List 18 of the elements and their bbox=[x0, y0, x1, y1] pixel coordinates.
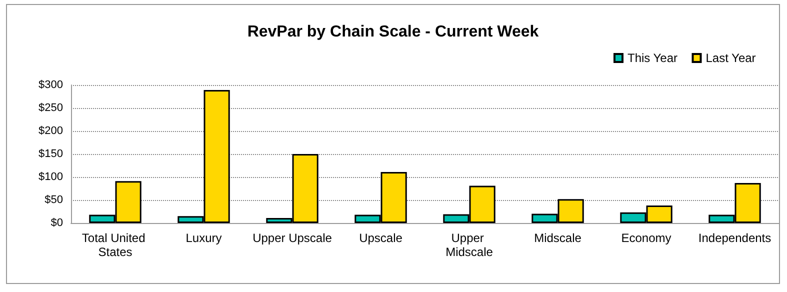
x-tick-label: Independents bbox=[698, 231, 772, 245]
y-tick-label: $300 bbox=[38, 79, 63, 91]
y-tick-label: $50 bbox=[44, 194, 63, 206]
x-tick-label: Midscale bbox=[534, 231, 582, 245]
x-tick-label: Luxury bbox=[186, 231, 222, 245]
y-tick-label: $0 bbox=[50, 217, 63, 229]
x-tick-label: Economy bbox=[621, 231, 672, 245]
y-tick-label: $200 bbox=[38, 125, 63, 137]
legend-label: Last Year bbox=[706, 51, 756, 65]
x-tick-label: Upscale bbox=[359, 231, 403, 245]
y-tick-label: $250 bbox=[38, 102, 63, 114]
y-tick-label: $100 bbox=[38, 171, 63, 183]
y-tick-label: $150 bbox=[38, 148, 63, 160]
legend-label: This Year bbox=[627, 51, 678, 65]
x-tick-label: Upper Upscale bbox=[252, 231, 332, 245]
chart-title: RevPar by Chain Scale - Current Week bbox=[247, 24, 539, 40]
x-tick-label: Total United States bbox=[82, 231, 149, 259]
x-tick-label: Upper Midscale bbox=[446, 231, 494, 259]
